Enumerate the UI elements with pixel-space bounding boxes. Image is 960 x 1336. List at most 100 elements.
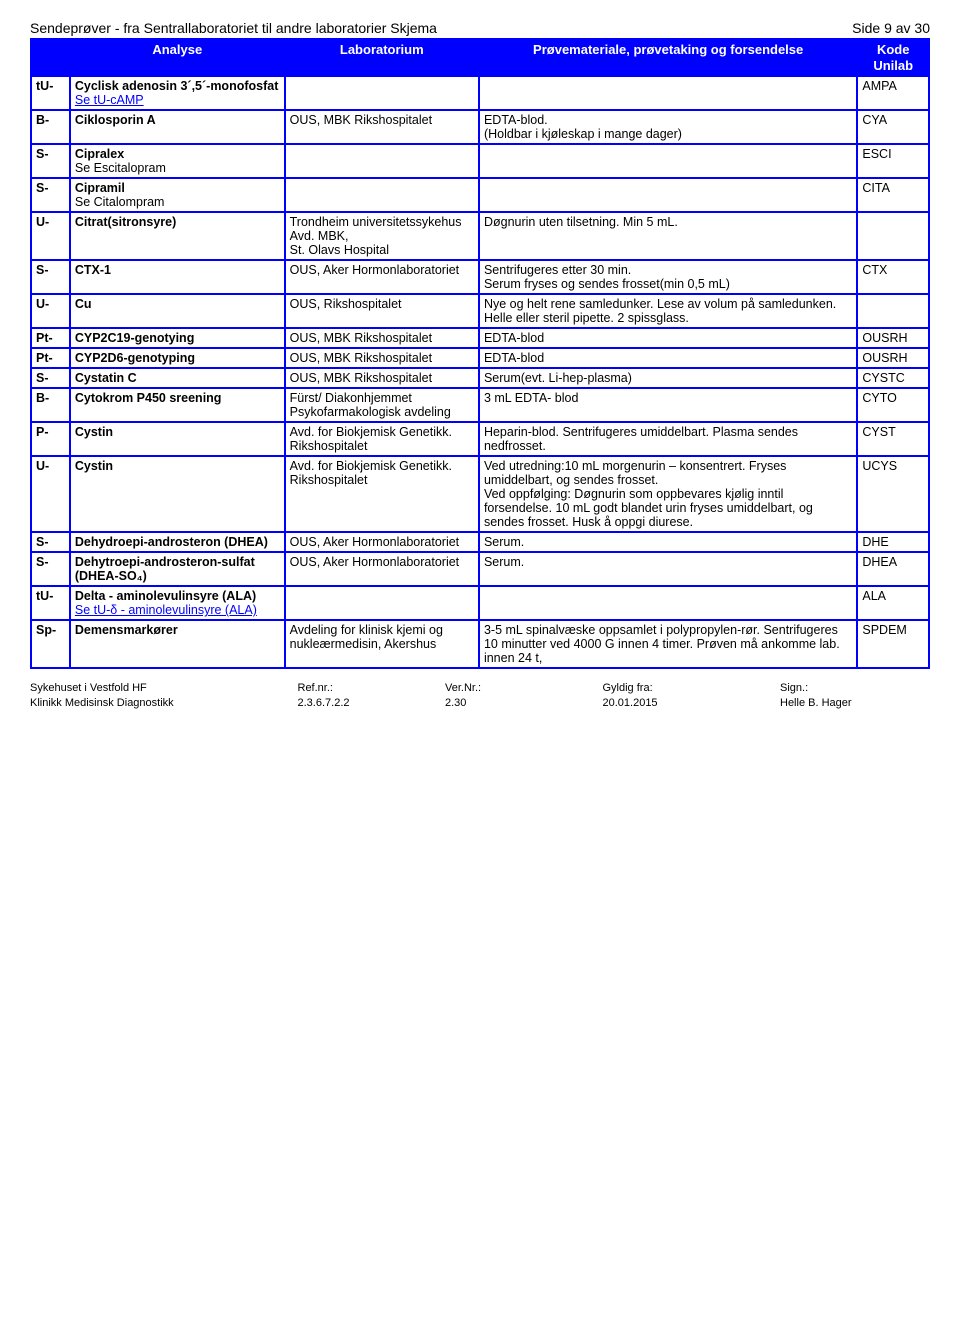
cell-proeve: Nye og helt rene samledunker. Lese av vo…: [479, 294, 857, 328]
analyse-bold: Cystin: [75, 425, 113, 439]
col-analyse-header: Analyse: [70, 39, 285, 76]
cell-prefix: S-: [31, 260, 70, 294]
analyse-bold: Dehydroepi-androsteron (DHEA): [75, 535, 268, 549]
table-row: S-CTX-1OUS, Aker HormonlaboratorietSentr…: [31, 260, 929, 294]
footer: Sykehuset i Vestfold HF Klinikk Medisins…: [30, 681, 930, 711]
analyse-bold: CTX-1: [75, 263, 111, 277]
table-row: Sp- Demensmarkører Avdeling for klinisk kj…: [31, 620, 929, 668]
cell-prefix: S-: [31, 368, 70, 388]
cell-proeve: EDTA-blod: [479, 328, 857, 348]
footer-sign: Sign.: Helle B. Hager: [780, 681, 930, 711]
cell-kode: CYA: [857, 110, 929, 144]
cell-kode: ALA: [857, 586, 929, 620]
table-row: U-CuOUS, RikshospitaletNye og helt rene …: [31, 294, 929, 328]
table-header-row: Analyse Laboratorium Prøvemateriale, prø…: [31, 39, 929, 76]
cell-kode: ESCI: [857, 144, 929, 178]
cell-prefix: S-: [31, 552, 70, 586]
cell-proeve: [479, 76, 857, 110]
cell-analyse: Citrat(sitronsyre): [70, 212, 285, 260]
cell-analyse: Cystin: [70, 422, 285, 456]
doc-page: Side 9 av 30: [852, 20, 930, 36]
cell-analyse: Cystatin C: [70, 368, 285, 388]
cell-lab: [285, 144, 479, 178]
cell-prefix: U-: [31, 456, 70, 532]
cell-lab: OUS, MBK Rikshospitalet: [285, 328, 479, 348]
cell-lab: Avdeling for klinisk kjemi og nukleærmed…: [285, 620, 479, 668]
cell-analyse: CipramilSe Citalompram: [70, 178, 285, 212]
cell-lab: Avd. for Biokjemisk Genetikk. Rikshospit…: [285, 422, 479, 456]
cell-analyse: Dehytroepi-androsteron-sulfat (DHEA-SO₄): [70, 552, 285, 586]
table-row: S- Dehydroepi-androsteron (DHEA) OUS, Aker…: [31, 532, 929, 552]
cell-proeve: [479, 178, 857, 212]
table-row: tU-Delta - aminolevulinsyre (ALA)Se tU-δ…: [31, 586, 929, 620]
cell-lab: OUS, Aker Hormonlaboratoriet: [285, 532, 479, 552]
cell-analyse: Delta - aminolevulinsyre (ALA)Se tU-δ - …: [70, 586, 285, 620]
analyse-bold: Cipramil: [75, 181, 125, 195]
cell-lab: Trondheim universitetssykehus Avd. MBK,S…: [285, 212, 479, 260]
cell-kode: UCYS: [857, 456, 929, 532]
cell-analyse: Dehydroepi-androsteron (DHEA): [70, 532, 285, 552]
cell-kode: [857, 294, 929, 328]
table-row: Pt-CYP2C19-genotyingOUS, MBK Rikshospita…: [31, 328, 929, 348]
cell-analyse: CYP2D6-genotyping: [70, 348, 285, 368]
cell-kode: AMPA: [857, 76, 929, 110]
cell-prefix: Pt-: [31, 348, 70, 368]
cell-analyse: CipralexSe Escitalopram: [70, 144, 285, 178]
cell-kode: [857, 212, 929, 260]
footer-ref: Ref.nr.: 2.3.6.7.2.2: [298, 681, 408, 711]
table-row: B-Ciklosporin AOUS, MBK RikshospitaletED…: [31, 110, 929, 144]
table-row: S-Cystatin COUS, MBK RikshospitaletSerum…: [31, 368, 929, 388]
table-row: U-Citrat(sitronsyre)Trondheim universite…: [31, 212, 929, 260]
cell-proeve: [479, 586, 857, 620]
cell-analyse: Ciklosporin A: [70, 110, 285, 144]
table-row: U-CystinAvd. for Biokjemisk Genetikk. Ri…: [31, 456, 929, 532]
cell-kode: CYST: [857, 422, 929, 456]
analyse-link[interactable]: Se tU-δ - aminolevulinsyre (ALA): [75, 603, 257, 617]
cell-analyse: Cystin: [70, 456, 285, 532]
analyse-bold: Delta - aminolevulinsyre (ALA): [75, 589, 256, 603]
analyse-plain: Se Citalompram: [75, 195, 165, 209]
cell-proeve: Sentrifugeres etter 30 min.Serum fryses …: [479, 260, 857, 294]
cell-prefix: tU-: [31, 76, 70, 110]
analyse-bold: Cipralex: [75, 147, 124, 161]
cell-analyse: Cytokrom P450 sreening: [70, 388, 285, 422]
cell-prefix: U-: [31, 294, 70, 328]
analyse-plain: Se Escitalopram: [75, 161, 166, 175]
cell-proeve: Serum(evt. Li-hep-plasma): [479, 368, 857, 388]
cell-analyse: Cu: [70, 294, 285, 328]
cell-prefix: S-: [31, 532, 70, 552]
footer-ver: Ver.Nr.: 2.30: [445, 681, 565, 711]
analyse-bold: Cystin: [75, 459, 113, 473]
cell-lab: [285, 178, 479, 212]
cell-lab: [285, 586, 479, 620]
col-proeve-header: Prøvemateriale, prøvetaking og forsendel…: [479, 39, 857, 76]
table-row: tU-Cyclisk adenosin 3´,5´-monofosfatSe t…: [31, 76, 929, 110]
analyse-bold: CYP2D6-genotyping: [75, 351, 195, 365]
cell-kode: SPDEM: [857, 620, 929, 668]
cell-prefix: P-: [31, 422, 70, 456]
analyse-link[interactable]: Se tU-cAMP: [75, 93, 144, 107]
analyse-bold: Demensmarkører: [75, 623, 178, 637]
cell-proeve: EDTA-blod: [479, 348, 857, 368]
cell-kode: OUSRH: [857, 348, 929, 368]
cell-lab: Fürst/ Diakonhjemmet Psykofarmakologisk …: [285, 388, 479, 422]
cell-proeve: [479, 144, 857, 178]
main-table: Analyse Laboratorium Prøvemateriale, prø…: [30, 38, 930, 669]
cell-proeve: Døgnurin uten tilsetning. Min 5 mL.: [479, 212, 857, 260]
analyse-bold: Dehytroepi-androsteron-sulfat (DHEA-SO₄): [75, 555, 255, 583]
cell-kode: CYTO: [857, 388, 929, 422]
cell-prefix: B-: [31, 110, 70, 144]
footer-org: Sykehuset i Vestfold HF Klinikk Medisins…: [30, 681, 260, 711]
cell-kode: DHE: [857, 532, 929, 552]
cell-kode: OUSRH: [857, 328, 929, 348]
footer-gyldig: Gyldig fra: 20.01.2015: [603, 681, 743, 711]
cell-kode: CYSTC: [857, 368, 929, 388]
cell-prefix: S-: [31, 144, 70, 178]
col-lab-header: Laboratorium: [285, 39, 479, 76]
analyse-bold: CYP2C19-genotying: [75, 331, 194, 345]
analyse-bold: Citrat(sitronsyre): [75, 215, 176, 229]
cell-prefix: B-: [31, 388, 70, 422]
cell-prefix: Sp-: [31, 620, 70, 668]
doc-title: Sendeprøver - fra Sentrallaboratoriet ti…: [30, 20, 437, 36]
cell-lab: OUS, Aker Hormonlaboratoriet: [285, 552, 479, 586]
